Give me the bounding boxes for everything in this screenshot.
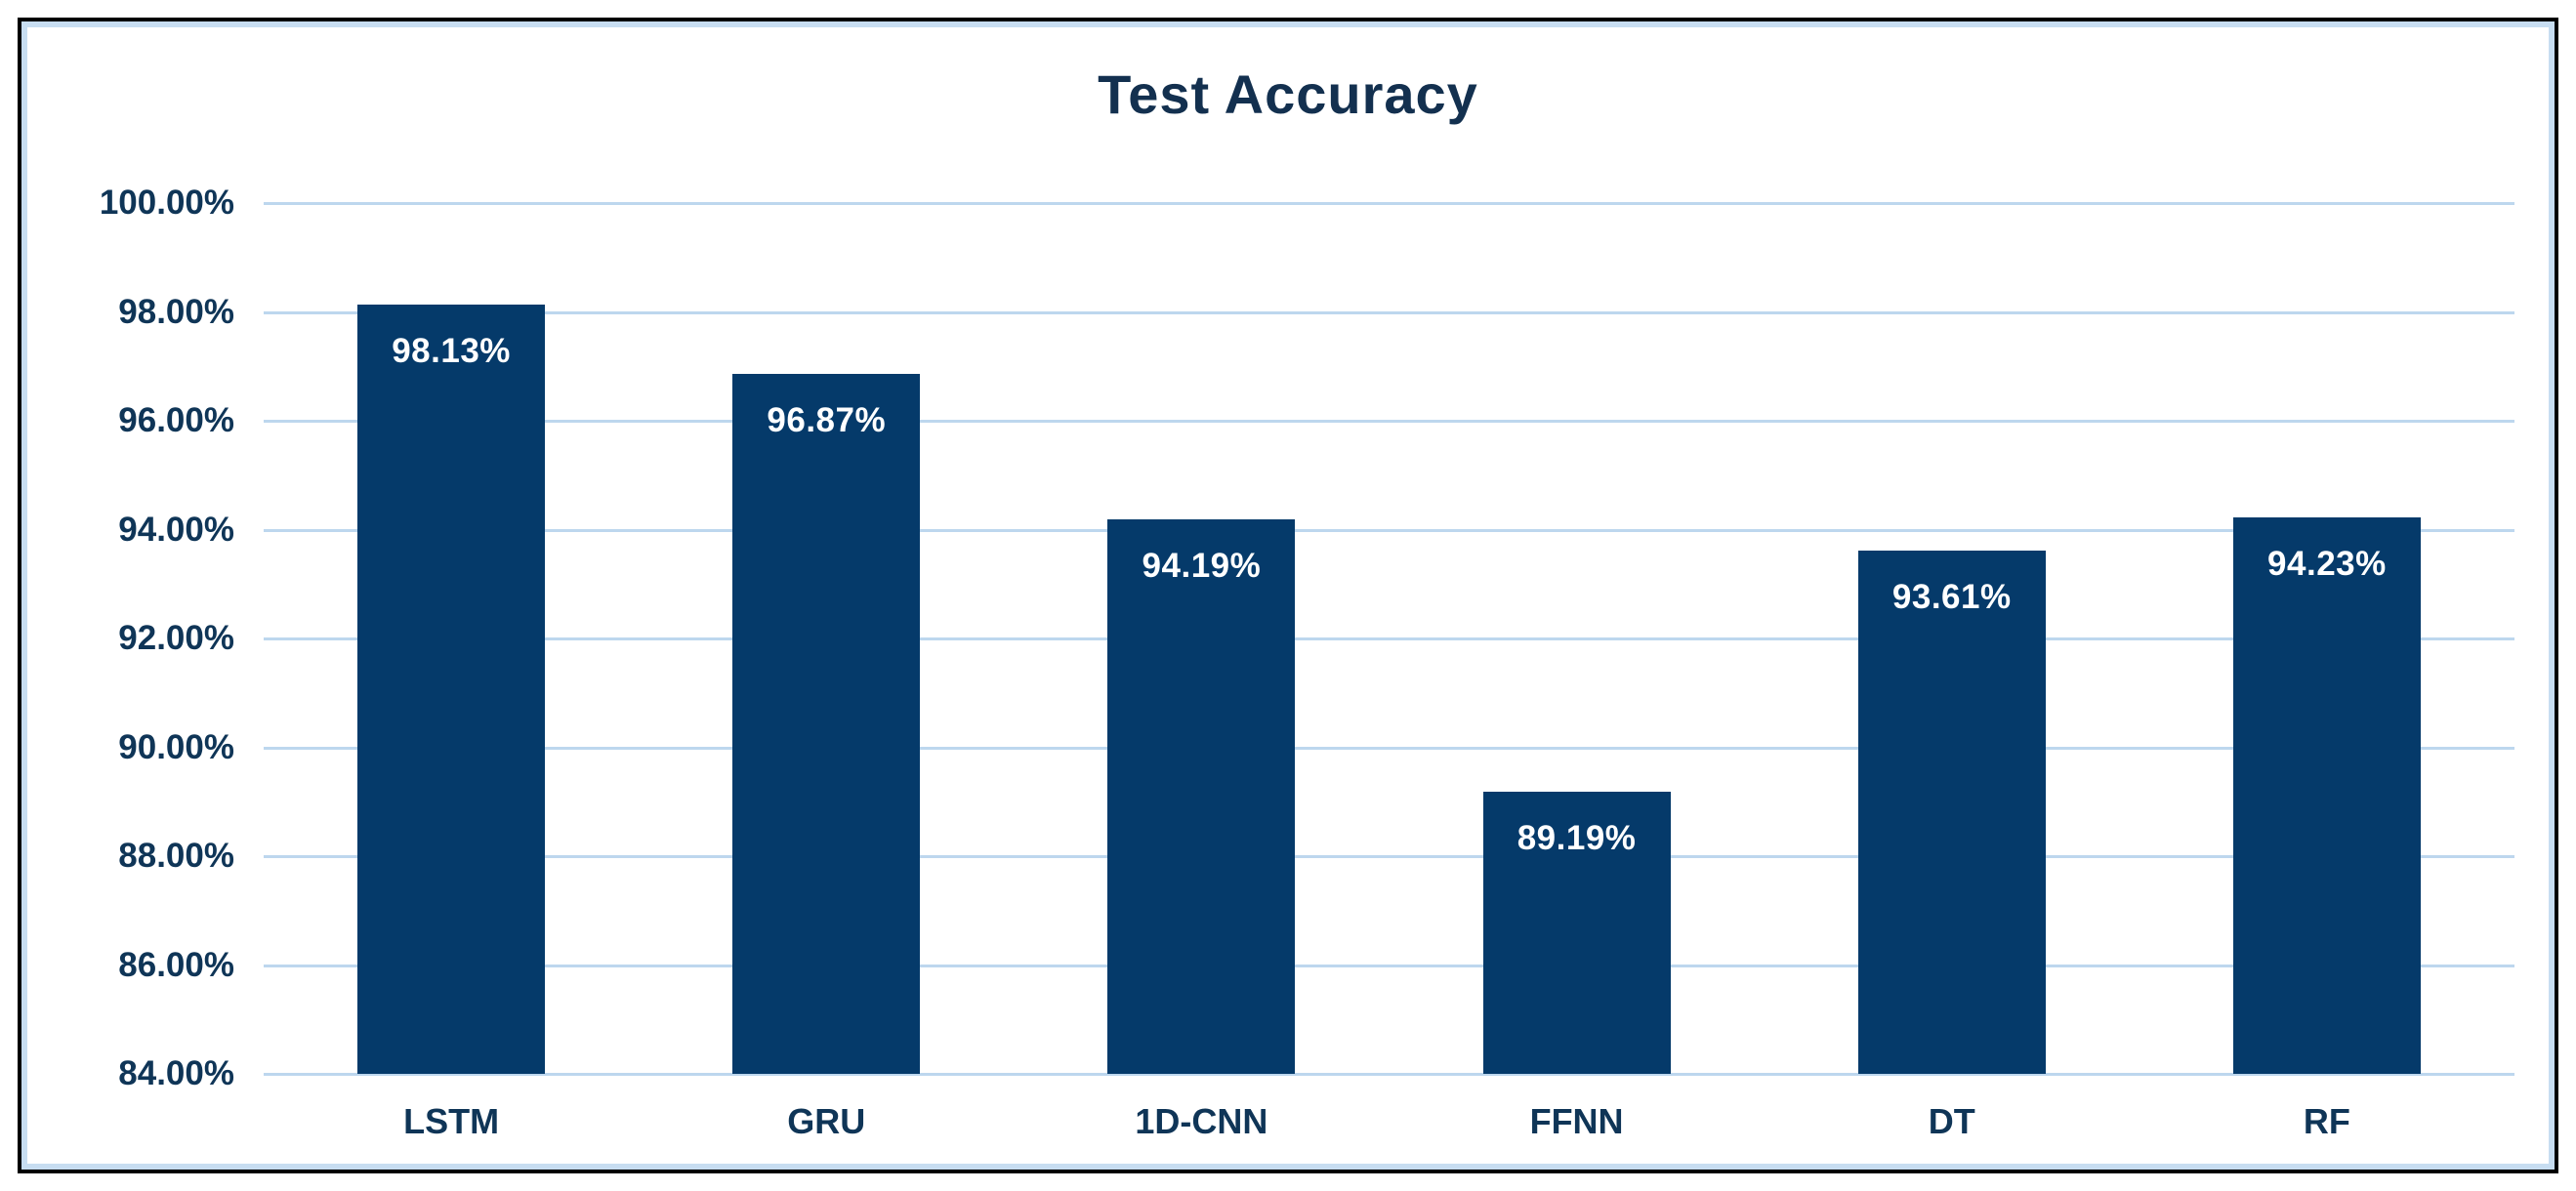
x-axis-category-label: 1D-CNN — [1135, 1101, 1268, 1141]
x-axis-category-label: GRU — [787, 1101, 866, 1141]
chart-title: Test Accuracy — [1098, 63, 1478, 125]
gridline — [264, 202, 2514, 205]
y-axis-tick-label: 90.00% — [118, 727, 234, 766]
y-axis-tick-label: 88.00% — [118, 837, 234, 875]
gridline — [264, 420, 2514, 423]
x-axis-category-label: RF — [2303, 1101, 2350, 1141]
gridline — [264, 746, 2514, 750]
y-axis-tick-label: 92.00% — [118, 619, 234, 657]
bar-value-label: 94.19% — [1142, 546, 1262, 585]
bar-rf: 94.23% — [2232, 516, 2421, 1074]
bar-gru: 96.87% — [732, 373, 921, 1074]
y-axis-tick-label: 96.00% — [118, 401, 234, 439]
x-axis-category-label: FFNN — [1529, 1101, 1624, 1141]
y-axis-tick-label: 100.00% — [99, 184, 234, 222]
x-axis-category-label: LSTM — [403, 1101, 500, 1141]
plot-area: 98.13% 96.87% 94.19% 89.19% 93.61% 94.23% — [264, 202, 2514, 1076]
bar-value-label: 89.19% — [1517, 818, 1637, 857]
bar-value-label: 93.61% — [1891, 578, 2012, 617]
y-axis-tick-label: 94.00% — [118, 510, 234, 549]
gridline — [264, 1073, 2514, 1076]
gridline — [264, 637, 2514, 640]
gridline — [264, 528, 2514, 532]
bar-lstm: 98.13% — [357, 305, 546, 1074]
chart-plot-background: Test Accuracy 98.13% 96.87% 94.19% 89.19% 93… — [21, 21, 2555, 1170]
gridline — [264, 310, 2514, 314]
bar-1d-cnn: 94.19% — [1107, 518, 1296, 1074]
bar-value-label: 96.87% — [767, 400, 887, 439]
bar-dt: 93.61% — [1857, 551, 2046, 1074]
bar-ffnn: 89.19% — [1482, 791, 1671, 1074]
y-axis-tick-label: 86.00% — [118, 945, 234, 984]
y-axis-tick-label: 98.00% — [118, 292, 234, 331]
gridline — [264, 964, 2514, 967]
y-axis-tick-label: 84.00% — [118, 1054, 234, 1092]
x-axis-category-label: DT — [1928, 1101, 1975, 1141]
chart-frame: Test Accuracy 98.13% 96.87% 94.19% 89.19% 93… — [18, 18, 2558, 1173]
bar-value-label: 98.13% — [392, 332, 511, 371]
gridline — [264, 855, 2514, 858]
bar-value-label: 94.23% — [2267, 544, 2387, 583]
